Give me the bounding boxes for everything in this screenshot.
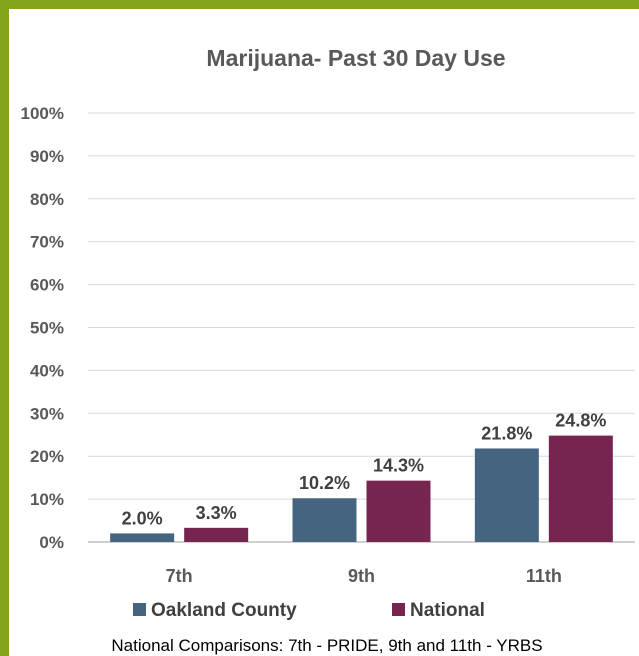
y-tick-label: 80% xyxy=(30,190,64,209)
gridlines xyxy=(88,112,635,543)
y-axis-ticks: 0% 10% 20% 30% 40% 50% 60% 70% 80% 90% 100% xyxy=(21,104,64,552)
bar-national xyxy=(366,480,431,542)
legend-label: Oakland County xyxy=(151,600,297,621)
y-tick-label: 50% xyxy=(30,319,64,338)
bar-national xyxy=(548,435,613,542)
y-tick-label: 100% xyxy=(21,104,64,123)
data-label: 2.0% xyxy=(122,508,163,528)
bar-oakland-county xyxy=(110,533,175,542)
footnote: National Comparisons: 7th - PRIDE, 9th a… xyxy=(111,636,542,655)
data-label: 21.8% xyxy=(481,423,532,443)
y-tick-label: 30% xyxy=(30,404,64,423)
y-tick-label: 20% xyxy=(30,447,64,466)
x-axis-ticks: 7th 9th 11th xyxy=(166,566,562,586)
data-label: 3.3% xyxy=(196,503,237,523)
y-tick-label: 70% xyxy=(30,233,64,252)
bar-oakland-county xyxy=(474,448,539,542)
legend-swatch xyxy=(133,603,146,616)
data-label: 10.2% xyxy=(299,473,350,493)
y-tick-label: 60% xyxy=(30,276,64,295)
bar-oakland-county xyxy=(292,498,357,542)
chart-title: Marijuana- Past 30 Day Use xyxy=(206,45,505,71)
legend-label: National xyxy=(410,600,485,621)
x-tick-label: 11th xyxy=(526,566,562,586)
data-labels: 2.0% 3.3% 10.2% 14.3% 21.8% 24.8% xyxy=(122,411,607,529)
legend-swatch xyxy=(392,603,405,616)
x-tick-label: 9th xyxy=(348,566,375,586)
y-tick-label: 10% xyxy=(30,490,64,509)
y-tick-label: 40% xyxy=(30,361,64,380)
bars xyxy=(110,435,613,542)
y-tick-label: 0% xyxy=(39,533,64,552)
data-label: 14.3% xyxy=(373,456,424,476)
legend: Oakland County National xyxy=(133,600,485,621)
data-label: 24.8% xyxy=(555,411,606,431)
y-tick-label: 90% xyxy=(30,147,64,166)
bar-national xyxy=(184,527,249,542)
x-tick-label: 7th xyxy=(166,566,193,586)
